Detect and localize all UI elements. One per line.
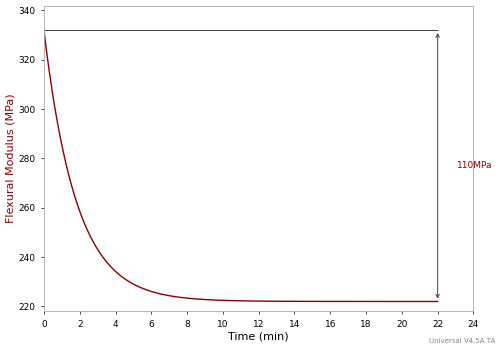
X-axis label: Time (min): Time (min) [228,331,289,341]
Y-axis label: Flexural Modulus (MPa): Flexural Modulus (MPa) [6,94,16,223]
Text: Universal V4.5A TA: Universal V4.5A TA [429,338,495,344]
Text: 110MPa: 110MPa [458,161,493,170]
